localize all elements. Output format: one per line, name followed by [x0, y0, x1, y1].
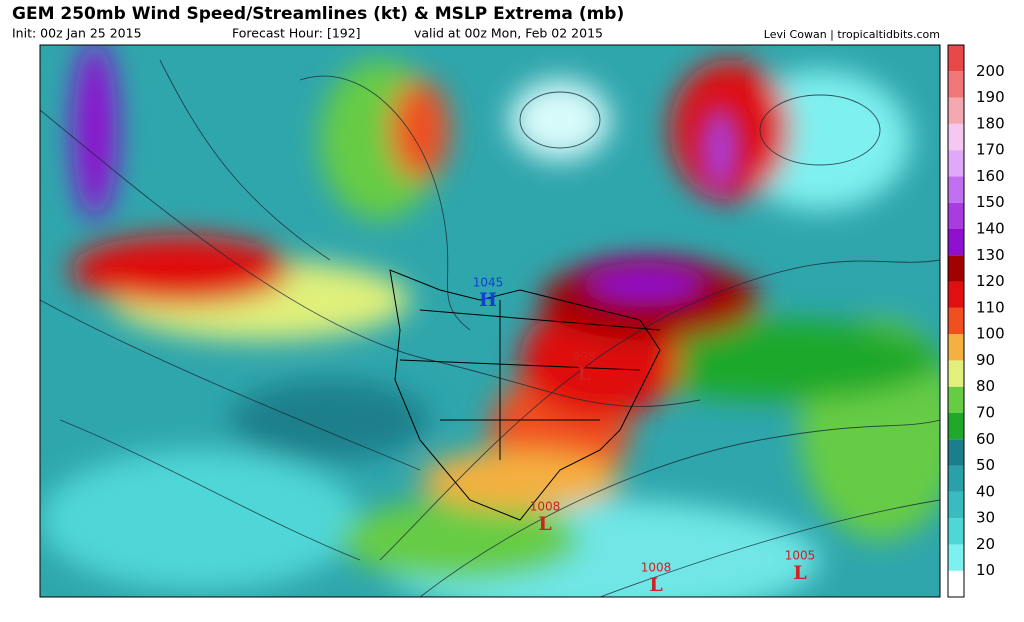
colorbar-label: 160 [976, 167, 1005, 185]
colorbar-block [948, 97, 964, 124]
colorbar-label: 20 [976, 535, 995, 553]
pressure-letter: H [479, 289, 497, 311]
pressure-value: 998 [573, 350, 596, 364]
pressure-value: 1005 [785, 549, 816, 563]
colorbar-label: 60 [976, 430, 995, 448]
init: Init: 00z Jan 25 2015 [12, 26, 142, 41]
pressure-letter: L [538, 513, 551, 535]
colorbar-block [948, 307, 964, 335]
jet-core [700, 105, 740, 195]
jet-core [580, 263, 710, 307]
title: GEM 250mb Wind Speed/Streamlines (kt) & … [12, 4, 624, 24]
streamlines [40, 59, 940, 597]
colorbar-block [948, 255, 964, 282]
colorbar-label: 170 [976, 141, 1005, 159]
streamline [40, 109, 701, 407]
colorbar-block [948, 413, 964, 440]
colorbar-frame [947, 44, 965, 598]
streamline [40, 299, 421, 471]
colorbar: 10 20 30 40 50 60 70 80 90 100 110 120 130 140 150 160 1… [947, 44, 1005, 598]
wind-blob [390, 80, 450, 180]
credit: Levi Cowan | tropicaltidbits.com [764, 28, 940, 41]
colorbar-label: 70 [976, 404, 995, 422]
colorbar-block [948, 386, 964, 413]
colorbar-block [948, 71, 964, 98]
colorbar-block [948, 176, 964, 203]
streamline [159, 59, 331, 261]
streamline [59, 419, 361, 561]
colorbar-block [948, 518, 964, 545]
colorbar-block [948, 465, 964, 492]
map-frame [39, 44, 941, 598]
pressure-value: 1008 [641, 561, 672, 575]
colorbar-label: 90 [976, 351, 995, 369]
wind-blob [40, 450, 360, 590]
wind-blob [230, 380, 430, 460]
pressure-letter: L [793, 562, 806, 584]
pressure-value: 1045 [473, 276, 504, 290]
colorbar-block [948, 439, 964, 466]
streamline [599, 499, 940, 597]
colorbar-label: 190 [976, 88, 1005, 106]
borders [389, 269, 661, 521]
colorbar-label: 50 [976, 456, 995, 474]
wind-blob [420, 450, 620, 510]
colorbar-block [948, 491, 964, 519]
colorbar-block [948, 123, 964, 151]
wind-blob [70, 235, 290, 305]
pressure-value: 1008 [530, 500, 561, 514]
streamline [379, 259, 940, 561]
jet-core [73, 45, 117, 220]
forecast-hour: Forecast Hour: [192] [232, 26, 361, 41]
wind-blob [620, 320, 940, 400]
colorbar-label: 150 [976, 193, 1005, 211]
streamline [519, 91, 601, 149]
map [40, 45, 940, 597]
colorbar-block [948, 360, 964, 387]
colorbar-label: 40 [976, 482, 995, 500]
valid-time: valid at 00z Mon, Feb 02 2015 [414, 26, 603, 41]
colorbar-label: 80 [976, 377, 995, 395]
pressure-letter: L [577, 363, 590, 385]
streamline [299, 75, 471, 331]
colorbar-block [948, 202, 964, 229]
state-lines [399, 300, 661, 460]
jet-cores [73, 45, 740, 307]
colorbar-label: 130 [976, 246, 1005, 264]
streamline [419, 419, 940, 597]
streamline [759, 94, 881, 166]
colorbar-label: 100 [976, 325, 1005, 343]
colorbar-label: 10 [976, 561, 995, 579]
colorbar-block [948, 544, 964, 571]
colorbar-block [948, 334, 964, 361]
colorbar-label: 30 [976, 509, 995, 527]
colorbar-label: 200 [976, 62, 1005, 80]
wind-blob [510, 80, 610, 160]
colorbar-label: 180 [976, 114, 1005, 132]
colorbar-label: 140 [976, 220, 1005, 238]
colorbar-bottom [948, 570, 964, 597]
pressure-letter: L [649, 574, 662, 596]
coastline [389, 269, 661, 521]
colorbar-block [948, 281, 964, 308]
colorbar-block [948, 229, 964, 256]
colorbar-label: 120 [976, 272, 1005, 290]
colorbar-label: 110 [976, 298, 1005, 316]
colorbar-block [948, 45, 964, 72]
colorbar-block [948, 150, 964, 177]
